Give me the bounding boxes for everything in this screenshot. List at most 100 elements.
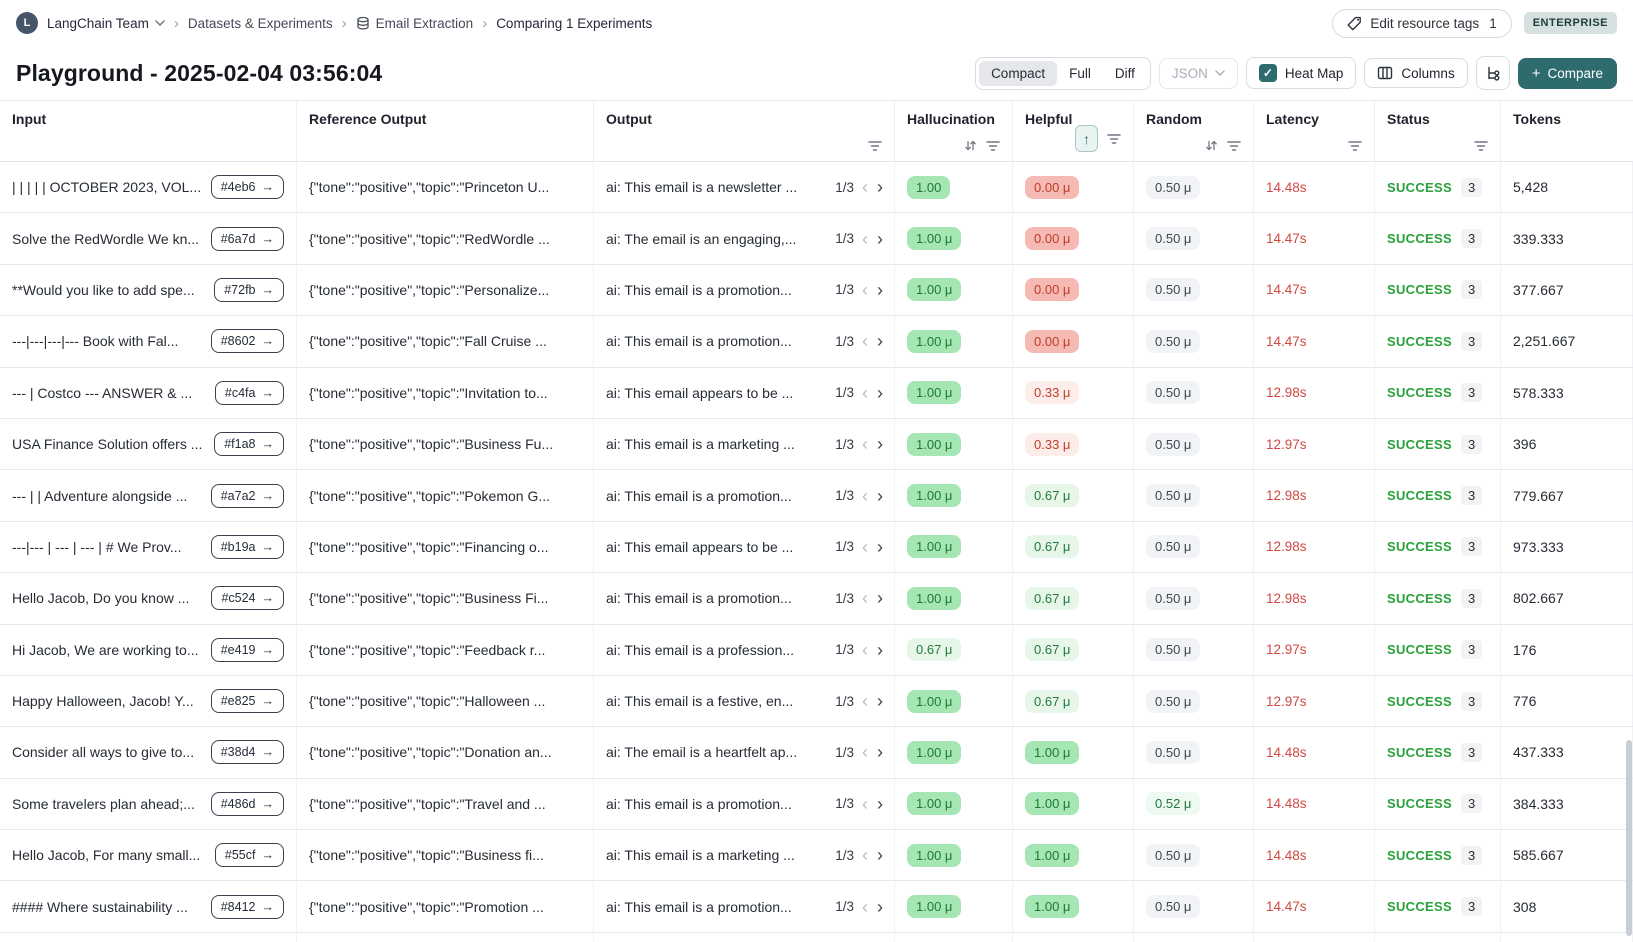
breadcrumb-dataset[interactable]: Email Extraction — [356, 16, 473, 31]
next-output-button[interactable]: › — [877, 434, 883, 455]
table-row[interactable]: Consider all ways to give to... #38d4 → … — [0, 727, 1633, 779]
row-tag-button[interactable]: #6a7d → — [210, 226, 284, 251]
prev-output-button[interactable]: ‹ — [862, 845, 868, 866]
prev-output-button[interactable]: ‹ — [862, 742, 868, 763]
next-output-button[interactable]: › — [877, 845, 883, 866]
helpful-score: 0.00 μ — [1025, 329, 1080, 353]
next-output-button[interactable]: › — [877, 382, 883, 403]
row-tag-button[interactable]: #a7a2 → — [210, 483, 284, 508]
next-output-button[interactable]: › — [877, 177, 883, 198]
view-mode-compact[interactable]: Compact — [979, 60, 1058, 86]
next-output-button[interactable]: › — [877, 639, 883, 660]
helpful-cell: 0.67 μ — [1013, 521, 1134, 573]
row-tag-button[interactable]: #8412 → — [210, 894, 284, 919]
table-row[interactable]: #### Where sustainability ... #8412 → {"… — [0, 881, 1633, 933]
row-tag-button[interactable]: #38d4 → — [210, 740, 284, 765]
edit-resource-tags-button[interactable]: Edit resource tags 1 — [1332, 8, 1512, 38]
table-row[interactable]: Some travelers plan ahead;... #486d → {"… — [0, 778, 1633, 831]
team-menu[interactable]: LangChain Team — [47, 16, 165, 31]
prev-output-button[interactable]: ‹ — [862, 639, 868, 660]
table-row[interactable]: --- | | Adventure alongside ... #a7a2 → … — [0, 470, 1633, 522]
breadcrumb-datasets[interactable]: Datasets & Experiments — [187, 15, 333, 31]
next-output-button[interactable]: › — [877, 228, 883, 249]
table-row[interactable]: --- | Costco --- ANSWER & ... #c4fa → {"… — [0, 367, 1633, 419]
table-row[interactable]: ---|--- | --- | --- | # We Prov... #b19a… — [0, 521, 1633, 574]
row-tag-button[interactable]: #72fb → — [214, 277, 284, 302]
prev-output-button[interactable]: ‹ — [862, 279, 868, 300]
row-tag-button[interactable]: #4eb6 → — [210, 175, 284, 200]
filter-icon[interactable] — [868, 140, 882, 152]
row-tag-button[interactable]: #f1a8 → — [214, 432, 284, 457]
row-tag-button[interactable]: #e825 → — [210, 689, 284, 714]
filter-icon[interactable] — [1107, 133, 1121, 145]
format-select[interactable]: JSON — [1158, 57, 1238, 89]
next-output-button[interactable]: › — [877, 588, 883, 609]
row-tag-button[interactable]: #c524 → — [211, 586, 284, 611]
latency-value: 14.48s — [1266, 179, 1307, 195]
prev-output-button[interactable]: ‹ — [862, 177, 868, 198]
table-row[interactable]: Hello Jacob, For many small... #55cf → {… — [0, 830, 1633, 882]
vertical-scrollbar[interactable] — [1626, 740, 1632, 936]
next-output-button[interactable]: › — [877, 279, 883, 300]
next-output-button[interactable]: › — [877, 485, 883, 506]
tag-label: #8602 — [220, 334, 256, 349]
view-mode-full[interactable]: Full — [1057, 61, 1103, 86]
prev-output-button[interactable]: ‹ — [862, 896, 868, 917]
compare-button[interactable]: + Compare — [1517, 57, 1617, 89]
prev-output-button[interactable]: ‹ — [862, 382, 868, 403]
prev-output-button[interactable]: ‹ — [862, 793, 868, 814]
prev-output-button[interactable]: ‹ — [862, 588, 868, 609]
table-row[interactable]: Happy Halloween, Jacob! Y... #e825 → {"t… — [0, 675, 1633, 728]
filter-lines-icon — [1474, 141, 1488, 151]
output-page-indicator: 1/3 — [835, 282, 854, 298]
row-tag-button[interactable]: #486d → — [210, 791, 284, 816]
sort-ascending-button[interactable]: ↑ — [1075, 125, 1098, 152]
input-text: **Would you like to add spe... — [12, 281, 195, 298]
output-text: ai: This email is a promotion... — [606, 487, 792, 504]
filter-icon[interactable] — [1474, 140, 1488, 152]
next-output-button[interactable]: › — [877, 536, 883, 557]
table-row[interactable]: USA Finance Solution offers ... #f1a8 → … — [0, 418, 1633, 471]
heat-map-toggle[interactable]: ✓ Heat Map — [1245, 57, 1357, 89]
team-avatar[interactable]: L — [16, 12, 38, 34]
next-output-button[interactable]: › — [877, 742, 883, 763]
prev-output-button[interactable]: ‹ — [862, 485, 868, 506]
output-cell: ai: This email is a promotion... 1/3 ‹ › — [594, 316, 895, 367]
row-tag-button[interactable]: #8602 → — [210, 329, 284, 354]
helpful-score: 0.00 μ — [1025, 175, 1080, 199]
prev-output-button[interactable]: ‹ — [862, 536, 868, 557]
table-row[interactable]: **Would you like to add spe... #72fb → {… — [0, 264, 1633, 317]
prev-output-button[interactable]: ‹ — [862, 434, 868, 455]
sort-toggle-icon[interactable] — [1205, 139, 1218, 152]
table-row[interactable]: Hi Jacob, We are working to... #e419 → {… — [0, 624, 1633, 676]
table-row[interactable]: Solve the RedWordle We kn... #6a7d → {"t… — [0, 213, 1633, 265]
prev-output-button[interactable]: ‹ — [862, 331, 868, 352]
row-tag-button[interactable]: #e419 → — [210, 637, 284, 662]
view-mode-diff[interactable]: Diff — [1103, 61, 1147, 86]
filter-icon[interactable] — [1227, 140, 1241, 152]
branch-icon — [1488, 66, 1500, 81]
table-row[interactable]: | | | | | OCTOBER 2023, VOL... #4eb6 → {… — [0, 162, 1633, 214]
next-output-button[interactable]: › — [877, 691, 883, 712]
filter-icon[interactable] — [1348, 140, 1362, 152]
sort-toggle-icon[interactable] — [964, 139, 977, 152]
next-output-button[interactable]: › — [877, 331, 883, 352]
row-tag-button[interactable]: #c4fa → — [214, 380, 284, 405]
row-tag-button[interactable]: #55cf → — [214, 843, 284, 868]
table-row[interactable]: Hello Jacob, Do you know ... #c524 → {"t… — [0, 573, 1633, 625]
filter-icon[interactable] — [986, 140, 1000, 152]
row-tag-button[interactable]: #b19a → — [210, 534, 284, 559]
table-row[interactable]: ---|---|---|--- Book with Fal... #8602 →… — [0, 316, 1633, 368]
next-output-button[interactable]: › — [877, 896, 883, 917]
columns-button[interactable]: Columns — [1364, 58, 1468, 88]
prev-output-button[interactable]: ‹ — [862, 228, 868, 249]
random-score: 0.50 μ — [1146, 638, 1201, 662]
prev-output-button[interactable]: ‹ — [862, 691, 868, 712]
next-output-button[interactable]: › — [877, 793, 883, 814]
tokens-cell: 578.333 — [1501, 367, 1633, 418]
expand-rows-button[interactable] — [1475, 56, 1510, 90]
reference-output-text: {"tone":"positive","topic":"Pokemon G... — [309, 487, 551, 504]
arrow-right-icon: → — [261, 745, 275, 760]
input-text: Hello Jacob, For many small... — [12, 847, 201, 864]
input-text: | | | | | OCTOBER 2023, VOL... — [12, 179, 202, 196]
